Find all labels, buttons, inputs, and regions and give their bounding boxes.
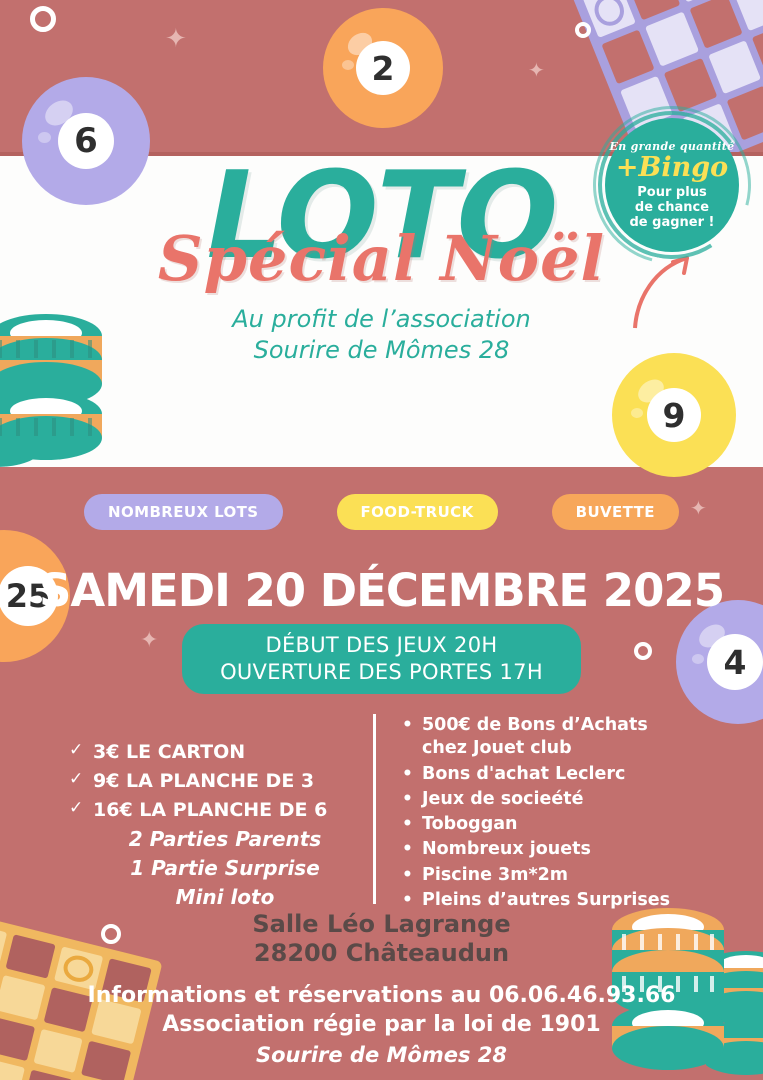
badge-bingo-text: +Bingo <box>615 151 729 183</box>
bullet-icon: • <box>402 715 413 735</box>
association-name: Sourire de Mômes 28 <box>255 1043 508 1068</box>
event-date: SAMEDI 20 DÉCEMBRE 2025 <box>38 564 725 617</box>
prize-item: • Bons d'achat Leclerc <box>402 763 696 786</box>
lottery-ball-9: 9 <box>612 353 736 477</box>
bullet-icon: • <box>402 864 413 885</box>
sparkle-decoration: ✦ <box>165 24 187 54</box>
game-item: 1 Partie Surprise <box>130 855 320 880</box>
prize-label: Bons d'achat Leclerc <box>422 763 626 784</box>
details-columns: ✓ 3€ LE CARTON ✓ 9€ LA PLANCHE DE 3 ✓ 16… <box>0 710 763 914</box>
prize-item: • 500€ de Bons d’Achats chez Jouet club <box>402 714 696 761</box>
bingo-badge: En grande quantité +Bingo Pour plus de c… <box>605 118 739 252</box>
ball-number: 25 <box>0 566 58 626</box>
price-item: ✓ 3€ LE CARTON <box>67 738 373 767</box>
pill-buvette[interactable]: BUVETTE <box>551 494 679 530</box>
venue-address: 28200 Châteaudun <box>253 938 510 967</box>
circle-outline-decoration <box>30 6 56 32</box>
prize-label: Pleins d’autres Surprises <box>422 889 671 910</box>
prize-label: Nombreux jouets <box>422 839 591 860</box>
prize-item: • Jeux de socieété <box>402 788 696 811</box>
badge-bottom-line-3: de gagner ! <box>629 215 715 231</box>
prize-item: • Nombreux jouets <box>402 838 696 861</box>
title-subheading-script: Spécial Noël <box>157 222 606 296</box>
ball-highlight-small <box>342 60 354 70</box>
game-item: 2 Parties Parents <box>128 826 322 851</box>
ball-number: 4 <box>707 634 763 690</box>
price-label: 9€ LA PLANCHE DE 3 <box>93 769 315 792</box>
badge-ink-circle <box>605 118 739 252</box>
feature-pill-row: NOMBREUX LOTS FOOD-TRUCK BUVETTE <box>0 494 763 530</box>
prizes-column: • 500€ de Bons d’Achats chez Jouet club … <box>376 710 696 914</box>
price-label: 3€ LE CARTON <box>93 741 246 763</box>
prize-item: • Toboggan <box>402 813 696 836</box>
ball-number: 6 <box>58 113 114 169</box>
coin-stack-decoration-bottom-right-front <box>606 898 736 1080</box>
title-block: LOTO Spécial Noël Au profit de l’associa… <box>0 147 763 365</box>
pricing-column: ✓ 3€ LE CARTON ✓ 9€ LA PLANCHE DE 3 ✓ 16… <box>67 710 373 912</box>
circle-outline-decoration <box>575 22 591 38</box>
subtitle-line-2: Sourire de Mômes 28 <box>253 335 510 364</box>
ball-highlight-small <box>631 408 643 418</box>
price-label: 16€ LA PLANCHE DE 6 <box>93 798 328 821</box>
circle-outline-decoration <box>634 642 652 660</box>
bullet-icon: • <box>402 814 413 835</box>
badge-bottom-line-2: de chance <box>634 199 710 215</box>
check-icon: ✓ <box>69 768 84 789</box>
footer-block: Informations et réservations au 06.06.46… <box>0 982 763 1069</box>
event-times-box: DÉBUT DES JEUX 20H OUVERTURE DES PORTES … <box>0 624 763 694</box>
badge-top-text: En grande quantité <box>609 139 735 153</box>
sparkle-decoration: ✦ <box>690 496 707 520</box>
check-icon: ✓ <box>69 797 84 818</box>
sparkle-decoration: ✦ <box>140 628 159 653</box>
column-divider <box>373 714 376 905</box>
prize-label: 500€ de Bons d’Achats chez Jouet club <box>422 715 648 759</box>
subtitle-line-1: Au profit de l’association <box>232 305 531 334</box>
bullet-icon: • <box>402 763 413 784</box>
ball-highlight-small <box>692 654 704 664</box>
ball-highlight-small <box>38 132 51 143</box>
band-divider-line <box>0 152 763 156</box>
ball-number: 9 <box>647 388 701 442</box>
bullet-icon: • <box>402 788 413 809</box>
prize-item: • Pleins d’autres Surprises <box>402 889 696 912</box>
prize-label: Toboggan <box>422 814 518 835</box>
lottery-ball-2: 2 <box>323 8 443 128</box>
coin-stack-decoration-left-front <box>0 300 114 475</box>
price-item: ✓ 16€ LA PLANCHE DE 6 <box>67 796 373 825</box>
venue-name: Salle Léo Lagrange <box>252 910 511 938</box>
check-icon: ✓ <box>69 740 84 760</box>
time-start-games: DÉBUT DES JEUX 20H <box>265 633 498 657</box>
pill-nombreux-lots[interactable]: NOMBREUX LOTS <box>84 494 283 530</box>
circle-outline-decoration <box>101 924 121 944</box>
prize-label: Jeux de socieété <box>422 788 584 809</box>
page-title: LOTO <box>206 147 558 286</box>
prize-label: Piscine 3m*2m <box>422 864 569 885</box>
time-doors-open: OUVERTURE DES PORTES 17H <box>220 659 543 684</box>
title-association-text: Au profit de l’association Sourire de Mô… <box>0 304 763 364</box>
bullet-icon: • <box>402 839 413 860</box>
price-item: ✓ 9€ LA PLANCHE DE 3 <box>67 767 373 796</box>
sparkle-decoration: ✦ <box>528 58 545 82</box>
prize-item: • Piscine 3m*2m <box>402 864 696 887</box>
bullet-icon: • <box>402 889 413 910</box>
legal-info: Association régie par la loi de 1901 <box>162 1011 601 1037</box>
ball-number: 2 <box>356 41 410 95</box>
game-item: Mini loto <box>175 884 275 909</box>
pill-food-truck[interactable]: FOOD-TRUCK <box>336 494 498 530</box>
contact-info: Informations et réservations au 06.06.46… <box>87 983 676 1008</box>
badge-bottom-line-1: Pour plus <box>637 184 707 200</box>
venue-block: Salle Léo Lagrange 28200 Châteaudun <box>0 910 763 968</box>
lottery-ball-6: 6 <box>22 77 150 205</box>
